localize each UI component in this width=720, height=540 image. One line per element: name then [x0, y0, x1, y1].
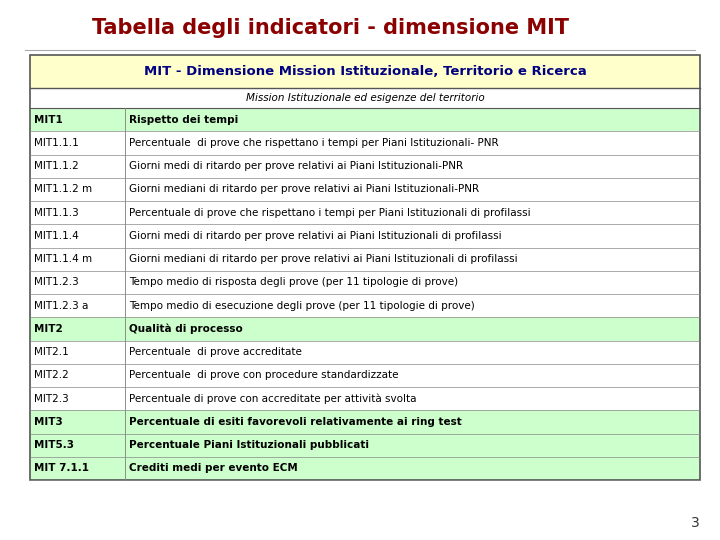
Bar — [30, 294, 700, 317]
Text: MIT2: MIT2 — [34, 324, 63, 334]
Bar — [30, 317, 700, 341]
Bar — [30, 201, 700, 224]
Text: MIT1: MIT1 — [34, 114, 63, 125]
Text: Percentuale  di prove con procedure standardizzate: Percentuale di prove con procedure stand… — [129, 370, 398, 380]
Text: MIT5.3: MIT5.3 — [34, 440, 74, 450]
Text: Percentuale  di prove accreditate: Percentuale di prove accreditate — [129, 347, 302, 357]
Bar — [30, 88, 700, 108]
Text: MIT1.1.2 m: MIT1.1.2 m — [34, 184, 92, 194]
Text: MIT2.1: MIT2.1 — [34, 347, 68, 357]
Text: MIT1.1.4: MIT1.1.4 — [34, 231, 78, 241]
Bar — [30, 364, 700, 387]
Text: Rispetto dei tempi: Rispetto dei tempi — [129, 114, 238, 125]
Bar — [30, 55, 700, 480]
Text: Percentuale  di prove che rispettano i tempi per Piani Istituzionali- PNR: Percentuale di prove che rispettano i te… — [129, 138, 499, 148]
Bar — [30, 387, 700, 410]
Bar — [30, 410, 700, 434]
Bar — [30, 457, 700, 480]
Text: 3: 3 — [691, 516, 700, 530]
Text: MIT1.1.4 m: MIT1.1.4 m — [34, 254, 92, 264]
Text: Giorni mediani di ritardo per prove relativi ai Piani Istituzionali di profilass: Giorni mediani di ritardo per prove rela… — [129, 254, 518, 264]
Bar — [30, 341, 700, 364]
Bar — [30, 108, 700, 131]
Text: MIT1.1.3: MIT1.1.3 — [34, 207, 78, 218]
Text: Tabella degli indicatori - dimensione MIT: Tabella degli indicatori - dimensione MI… — [91, 18, 569, 38]
Text: Qualità di processo: Qualità di processo — [129, 323, 243, 334]
Text: Giorni mediani di ritardo per prove relativi ai Piani Istituzionali-PNR: Giorni mediani di ritardo per prove rela… — [129, 184, 479, 194]
Bar — [30, 271, 700, 294]
Text: Tempo medio di risposta degli prove (per 11 tipologie di prove): Tempo medio di risposta degli prove (per… — [129, 278, 458, 287]
Bar — [30, 131, 700, 154]
Text: Percentuale Piani Istituzionali pubblicati: Percentuale Piani Istituzionali pubblica… — [129, 440, 369, 450]
Bar — [30, 434, 700, 457]
Text: MIT1.1.1: MIT1.1.1 — [34, 138, 78, 148]
Text: Percentuale di prove con accreditate per attività svolta: Percentuale di prove con accreditate per… — [129, 393, 416, 404]
Text: MIT2.2: MIT2.2 — [34, 370, 68, 380]
Text: MIT1.1.2: MIT1.1.2 — [34, 161, 78, 171]
Text: Mission Istituzionale ed esigenze del territorio: Mission Istituzionale ed esigenze del te… — [246, 93, 485, 103]
Text: Giorni medi di ritardo per prove relativi ai Piani Istituzionali-PNR: Giorni medi di ritardo per prove relativ… — [129, 161, 463, 171]
Text: Percentuale di esiti favorevoli relativamente ai ring test: Percentuale di esiti favorevoli relativa… — [129, 417, 462, 427]
Text: Crediti medi per evento ECM: Crediti medi per evento ECM — [129, 463, 298, 474]
Bar — [30, 224, 700, 247]
Bar — [30, 55, 700, 88]
Bar — [30, 247, 700, 271]
Text: Giorni medi di ritardo per prove relativi ai Piani Istituzionali di profilassi: Giorni medi di ritardo per prove relativ… — [129, 231, 502, 241]
Text: MIT - Dimensione Mission Istituzionale, Territorio e Ricerca: MIT - Dimensione Mission Istituzionale, … — [143, 65, 586, 78]
Text: MIT1.2.3 a: MIT1.2.3 a — [34, 301, 89, 310]
Text: MIT2.3: MIT2.3 — [34, 394, 68, 403]
Text: MIT1.2.3: MIT1.2.3 — [34, 278, 78, 287]
Text: Tempo medio di esecuzione degli prove (per 11 tipologie di prove): Tempo medio di esecuzione degli prove (p… — [129, 301, 474, 310]
Bar — [30, 154, 700, 178]
Text: MIT3: MIT3 — [34, 417, 63, 427]
Bar — [30, 178, 700, 201]
Text: MIT 7.1.1: MIT 7.1.1 — [34, 463, 89, 474]
Text: Percentuale di prove che rispettano i tempi per Piani Istituzionali di profilass: Percentuale di prove che rispettano i te… — [129, 207, 531, 218]
